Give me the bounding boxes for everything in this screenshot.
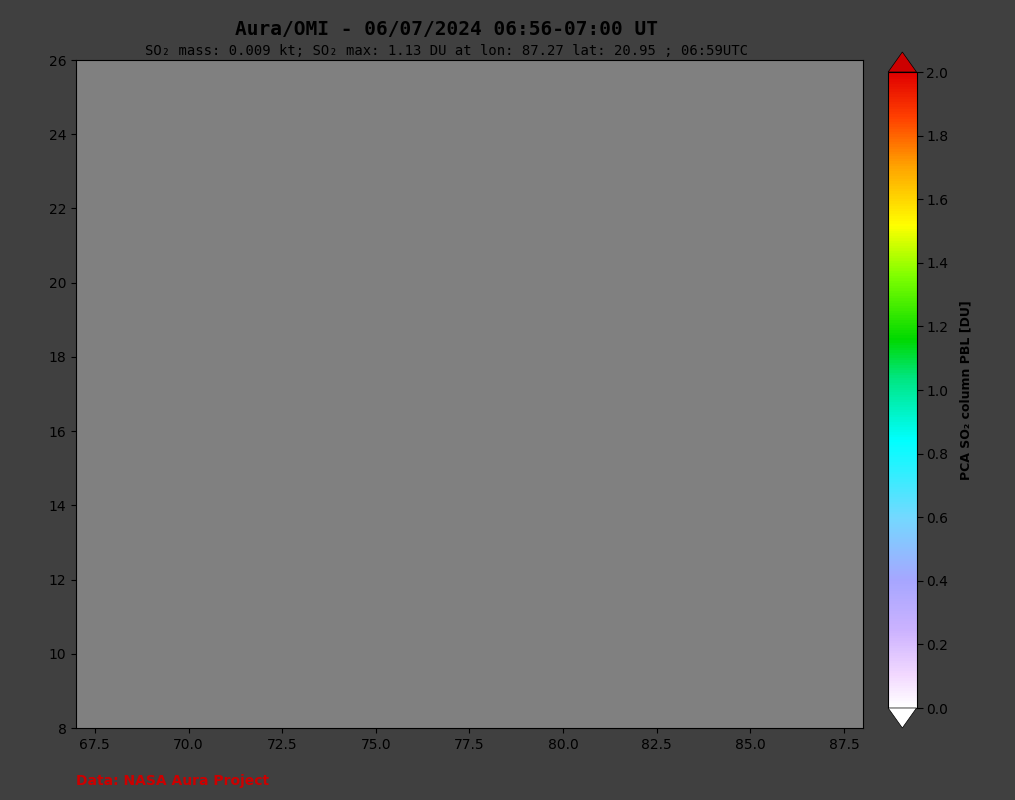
- Y-axis label: PCA SO₂ column PBL [DU]: PCA SO₂ column PBL [DU]: [959, 300, 972, 480]
- Text: SO₂ mass: 0.009 kt; SO₂ max: 1.13 DU at lon: 87.27 lat: 20.95 ; 06:59UTC: SO₂ mass: 0.009 kt; SO₂ max: 1.13 DU at …: [145, 44, 748, 58]
- Text: Aura/OMI - 06/07/2024 06:56-07:00 UT: Aura/OMI - 06/07/2024 06:56-07:00 UT: [235, 20, 658, 39]
- Text: Data: NASA Aura Project: Data: NASA Aura Project: [76, 774, 269, 788]
